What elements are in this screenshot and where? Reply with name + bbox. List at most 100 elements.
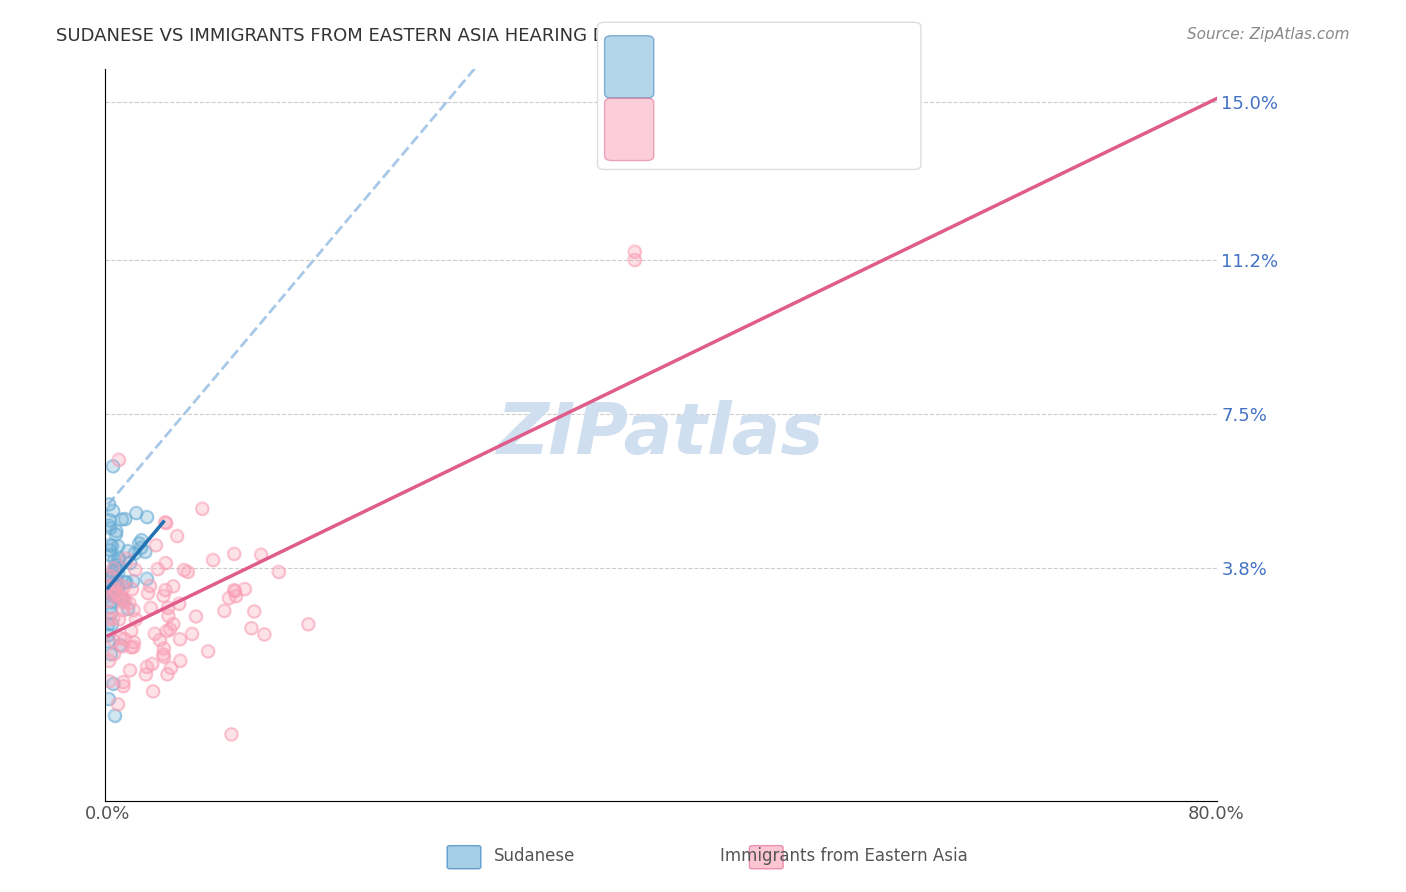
Point	[122, 574, 145, 588]
Point	[135, 659, 157, 673]
Point	[108, 612, 131, 626]
Point	[135, 510, 157, 524]
Point	[114, 575, 136, 590]
Point	[156, 667, 179, 681]
Point	[121, 582, 143, 597]
Point	[107, 452, 129, 467]
Point	[105, 524, 128, 538]
Point	[128, 536, 150, 550]
Point	[155, 624, 177, 638]
Point	[623, 252, 645, 267]
Point	[97, 617, 120, 632]
Point	[103, 561, 125, 575]
Point	[145, 538, 167, 552]
Point	[115, 574, 138, 589]
Text: R = 0.430    N = 94: R = 0.430 N = 94	[657, 113, 863, 133]
Point	[100, 587, 122, 601]
Point	[107, 539, 129, 553]
Point	[153, 516, 176, 530]
Point	[107, 577, 129, 591]
Point	[155, 582, 177, 597]
Point	[101, 539, 124, 553]
Point	[118, 596, 141, 610]
Point	[141, 657, 163, 671]
Point	[115, 551, 138, 566]
Point	[125, 612, 148, 626]
Point	[112, 595, 135, 609]
Point	[97, 579, 120, 593]
Point	[135, 667, 157, 681]
Point	[97, 634, 120, 648]
Point	[156, 667, 179, 681]
Point	[152, 589, 174, 603]
Point	[98, 538, 121, 552]
Point	[111, 640, 134, 654]
Text: ZIPatlas: ZIPatlas	[498, 401, 824, 469]
Point	[120, 624, 142, 638]
Point	[97, 580, 120, 594]
Point	[121, 582, 143, 597]
Point	[224, 547, 246, 561]
Point	[124, 563, 146, 577]
Point	[118, 663, 141, 677]
Point	[112, 675, 135, 690]
Point	[253, 627, 276, 641]
Point	[98, 521, 121, 535]
Point	[98, 497, 121, 511]
Point	[122, 640, 145, 654]
Point	[159, 661, 181, 675]
Point	[1275, 99, 1298, 113]
Point	[114, 575, 136, 590]
Point	[100, 583, 122, 598]
Point	[101, 586, 124, 600]
Point	[98, 513, 121, 527]
Point	[214, 604, 236, 618]
Point	[101, 459, 124, 474]
Point	[98, 674, 121, 689]
Point	[169, 632, 191, 647]
Point	[131, 533, 153, 547]
Point	[112, 595, 135, 609]
Point	[97, 692, 120, 706]
Point	[100, 648, 122, 662]
Point	[155, 516, 177, 530]
Point	[100, 595, 122, 609]
Point	[114, 632, 136, 646]
Point	[100, 648, 122, 662]
Point	[184, 609, 207, 624]
Point	[224, 584, 246, 599]
Point	[153, 516, 176, 530]
Point	[112, 679, 135, 693]
Point	[139, 600, 162, 615]
Point	[142, 684, 165, 698]
Point	[98, 543, 121, 558]
Point	[98, 585, 121, 599]
Point	[104, 527, 127, 541]
Point	[100, 587, 122, 601]
Point	[166, 529, 188, 543]
Point	[103, 633, 125, 648]
Point	[135, 572, 157, 586]
Point	[146, 562, 169, 576]
Point	[112, 675, 135, 690]
Point	[101, 459, 124, 474]
Point	[125, 612, 148, 626]
Point	[98, 600, 121, 615]
Point	[136, 586, 159, 600]
Point	[108, 590, 131, 604]
Point	[122, 574, 145, 588]
Point	[97, 634, 120, 648]
Point	[108, 631, 131, 645]
Point	[142, 684, 165, 698]
Point	[103, 676, 125, 690]
Point	[101, 587, 124, 601]
Point	[145, 538, 167, 552]
Point	[107, 550, 129, 565]
Point	[623, 244, 645, 259]
Point	[146, 562, 169, 576]
Point	[98, 674, 121, 689]
Point	[105, 590, 128, 604]
Point	[143, 626, 166, 640]
Point	[152, 589, 174, 603]
Point	[155, 516, 177, 530]
